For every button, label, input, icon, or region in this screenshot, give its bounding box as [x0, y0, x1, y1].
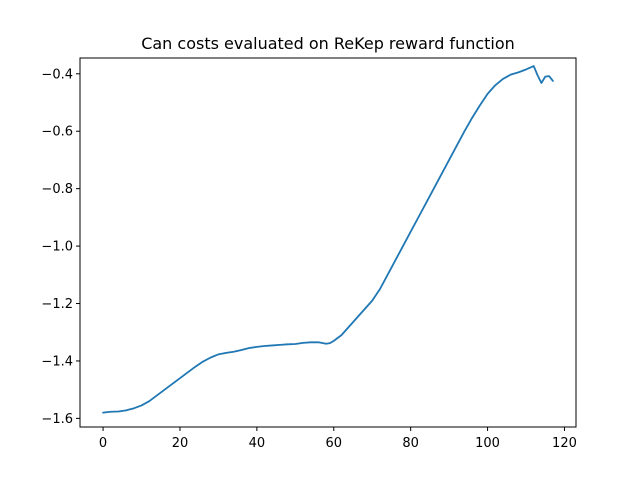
- y-axis: −1.6 −1.4 −1.2 −1.0 −0.8 −0.6 −0.4: [41, 67, 80, 427]
- y-tick-label: −0.8: [41, 182, 73, 197]
- x-axis: 0 20 40 60 80 100 120: [99, 427, 577, 451]
- series-line: [102, 65, 554, 414]
- plot-area: [79, 57, 577, 428]
- y-tick-label: −1.2: [41, 297, 73, 312]
- x-tick-label: 100: [475, 436, 500, 451]
- chart-title: Can costs evaluated on ReKep reward func…: [141, 34, 515, 53]
- x-tick-label: 120: [552, 436, 577, 451]
- y-tick-label: −1.6: [41, 412, 73, 427]
- y-tick-label: −1.4: [41, 354, 73, 369]
- x-tick-label: 0: [99, 436, 107, 451]
- y-tick-label: −1.0: [41, 240, 73, 255]
- series-layer: [102, 65, 554, 414]
- y-tick-label: −0.6: [41, 125, 73, 140]
- x-tick-label: 40: [249, 436, 266, 451]
- x-tick-label: 60: [325, 436, 342, 451]
- x-tick-label: 20: [172, 436, 189, 451]
- y-tick-label: −0.4: [41, 67, 73, 82]
- x-tick-label: 80: [402, 436, 419, 451]
